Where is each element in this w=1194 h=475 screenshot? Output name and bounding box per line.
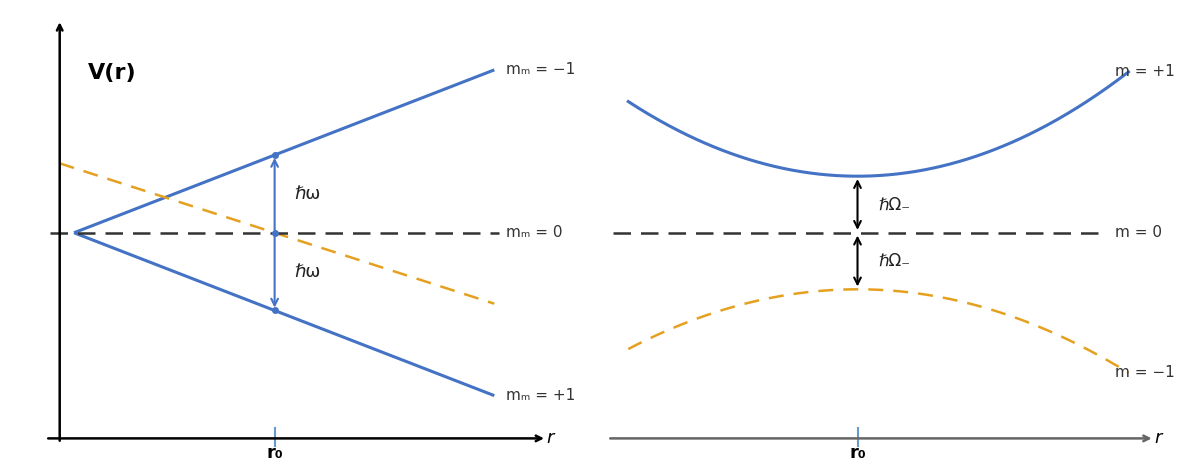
Text: r₀: r₀	[849, 444, 866, 462]
Text: V(r): V(r)	[88, 63, 137, 84]
Text: mₘ = 0: mₘ = 0	[506, 225, 562, 240]
Text: ℏω: ℏω	[294, 185, 320, 203]
Text: m = 0: m = 0	[1115, 225, 1163, 240]
Text: m = −1: m = −1	[1115, 365, 1175, 380]
Text: r: r	[1155, 429, 1162, 447]
Text: ℏΩ₋: ℏΩ₋	[879, 252, 910, 270]
Text: mₘ = +1: mₘ = +1	[506, 388, 576, 403]
Text: m = +1: m = +1	[1115, 65, 1175, 79]
Text: r₀: r₀	[266, 444, 283, 462]
Text: r: r	[547, 429, 554, 447]
Text: ℏΩ₋: ℏΩ₋	[879, 196, 910, 213]
Text: ℏω: ℏω	[294, 263, 320, 281]
Text: mₘ = −1: mₘ = −1	[506, 62, 576, 77]
